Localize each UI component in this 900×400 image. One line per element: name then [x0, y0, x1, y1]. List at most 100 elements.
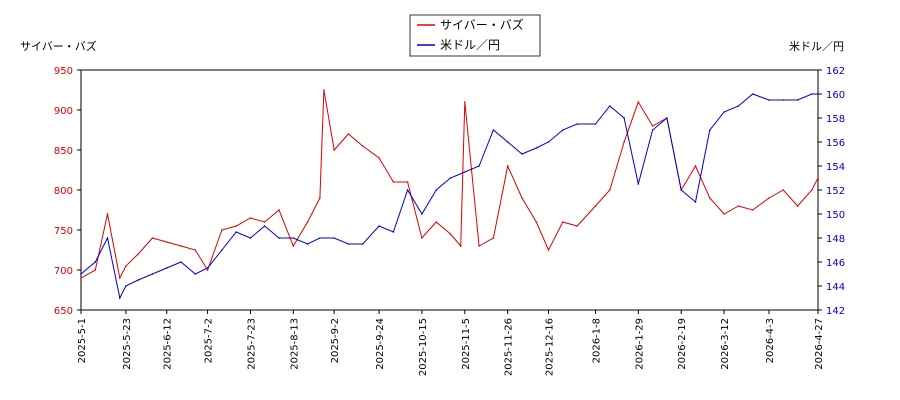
series-1-point [151, 237, 154, 239]
series-2-point [306, 243, 309, 245]
series-1-point [263, 221, 266, 223]
series-2-point [221, 249, 223, 251]
series-2-point [751, 93, 754, 95]
right-tick-label: 144 [826, 282, 845, 293]
series-line-2 [80, 93, 818, 300]
series-1-point [180, 245, 182, 247]
series-2-point [292, 237, 295, 239]
series-1-point [125, 265, 127, 267]
series-2-point [392, 231, 395, 233]
series-2-point [782, 99, 785, 101]
x-tick-label: 2025-8-13 [289, 318, 300, 370]
plot-area [80, 69, 819, 311]
x-tick-label: 2025-7-23 [246, 318, 257, 370]
series-2-point [194, 273, 197, 275]
series-2-point [737, 105, 740, 107]
series-1-point [94, 269, 97, 271]
series-2-point [378, 225, 380, 227]
left-tick-label: 850 [54, 146, 73, 157]
right-tick-label: 160 [826, 90, 845, 101]
series-1-point [547, 249, 550, 251]
series-2-point [817, 93, 819, 95]
series-2-point [137, 279, 139, 281]
x-tick-label: 2026-4-27 [814, 318, 825, 370]
series-2-point [637, 183, 640, 185]
series-1-point [378, 157, 380, 159]
series-1-point [651, 125, 654, 127]
series-2-point [94, 261, 97, 263]
series-2-point [623, 117, 625, 119]
x-tick-label: 2025-11-5 [461, 318, 472, 370]
x-tick-label: 2025-10-15 [418, 318, 429, 376]
series-layer [80, 89, 819, 300]
series-1-point [319, 197, 321, 199]
series-1-point [361, 145, 364, 147]
series-1-point [292, 245, 295, 247]
series-2-point [506, 141, 509, 143]
series-2-point [576, 123, 578, 125]
series-1-point [492, 237, 495, 239]
series-2-point [235, 231, 237, 233]
series-1-point [106, 213, 109, 215]
left-tick-label: 950 [54, 66, 73, 77]
series-2-point [449, 177, 452, 179]
series-1-point [723, 213, 725, 215]
series-2-point [651, 129, 654, 131]
series-2-point [361, 243, 364, 245]
series-1-point [594, 205, 597, 207]
series-2-point [333, 237, 336, 239]
left-tick-label: 750 [54, 226, 73, 237]
right-tick-label: 150 [826, 210, 845, 221]
x-tick-label: 2026-3-12 [720, 318, 731, 370]
series-1-point [623, 141, 625, 143]
series-1-point [206, 269, 209, 271]
series-1-point [435, 221, 438, 223]
left-tick-label: 900 [54, 106, 73, 117]
legend: サイバー・バズ 米ドル／円 [409, 14, 541, 57]
series-1-point [811, 189, 813, 191]
series-2-point [478, 165, 480, 167]
right-axis: 142 144 146 148 150 152 154 156 158 160 162 [818, 66, 845, 317]
series-2-point [521, 153, 523, 155]
series-1-point [278, 209, 280, 211]
series-1-point [562, 221, 564, 223]
series-2-point [80, 273, 82, 275]
x-tick-label: 2026-1-8 [591, 318, 602, 363]
series-1-point [306, 221, 309, 223]
series-1-point [137, 253, 139, 255]
x-tick-label: 2026-4-3 [765, 318, 776, 363]
x-tick-label: 2025-7-2 [204, 318, 215, 363]
left-axis-title: サイバー・バズ [20, 39, 97, 53]
series-2-point [435, 189, 438, 191]
series-2-point [768, 99, 770, 101]
series-2-point [206, 267, 209, 269]
series-1-point [80, 277, 82, 279]
series-1-point [421, 237, 423, 239]
series-1-point [194, 249, 197, 251]
series-2-point [406, 189, 409, 191]
series-2-point [319, 237, 321, 239]
right-tick-label: 142 [826, 306, 845, 317]
series-2-point [106, 237, 109, 239]
series-1-point [406, 181, 409, 183]
x-axis: 2025-5-1 2025-5-23 2025-6-12 2025-7-2 2025-7… [77, 310, 825, 376]
series-1-point [768, 197, 770, 199]
left-tick-label: 650 [54, 306, 73, 317]
series-2-point [723, 111, 725, 113]
series-1-point [323, 89, 325, 91]
series-1-point [119, 277, 121, 279]
right-tick-label: 162 [826, 66, 845, 77]
x-tick-label: 2025-9-2 [330, 318, 341, 363]
series-1-point [333, 149, 336, 151]
series-2-point [594, 123, 597, 125]
series-2-point [811, 93, 813, 95]
right-axis-title: 米ドル／円 [789, 40, 844, 53]
series-2-point [165, 267, 168, 269]
series-1-point [449, 233, 452, 235]
right-tick-label: 154 [826, 162, 845, 173]
left-tick-label: 800 [54, 186, 73, 197]
series-2-point [249, 237, 252, 239]
series-2-point [421, 213, 423, 215]
series-line-1 [80, 89, 819, 280]
series-2-point [796, 99, 799, 101]
